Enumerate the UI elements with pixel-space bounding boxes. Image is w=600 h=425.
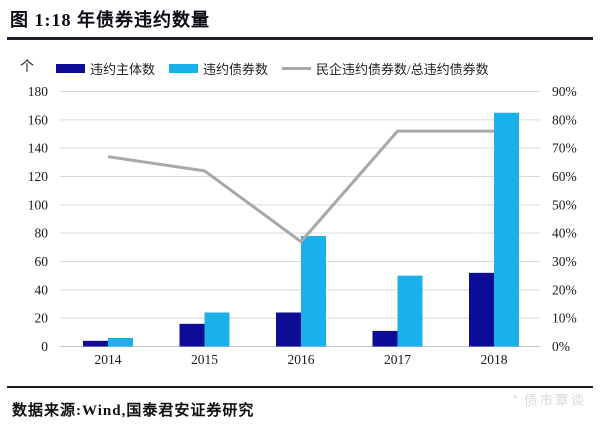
y-axis-right-tick: 90% xyxy=(552,85,577,99)
y-axis-right-tick: 10% xyxy=(552,311,577,326)
legend-item-bonds: 违约债券数 xyxy=(169,59,268,78)
legend-label-ratio: 民企违约债券数/总违约债券数 xyxy=(316,62,489,77)
bar xyxy=(301,236,326,347)
x-axis-tick: 2014 xyxy=(95,352,122,367)
legend-label-entities: 违约主体数 xyxy=(90,62,156,77)
bar xyxy=(372,330,398,347)
bar xyxy=(179,323,205,347)
title-underline xyxy=(7,37,593,40)
y-axis-left-tick: 20 xyxy=(35,311,49,326)
y-axis-left-tick: 140 xyxy=(28,141,49,156)
x-axis-tick: 2015 xyxy=(191,352,218,367)
y-axis-right-tick: 20% xyxy=(552,282,577,297)
y-axis-right-tick: 60% xyxy=(552,169,577,184)
y-axis-left-tick: 180 xyxy=(28,85,49,99)
watermark-logo-icon: ◔ xyxy=(509,391,520,406)
y-axis-left-tick: 120 xyxy=(28,169,49,184)
y-axis-left-tick: 80 xyxy=(35,226,49,241)
bar xyxy=(108,338,133,347)
x-axis-tick: 2016 xyxy=(288,352,315,367)
data-source-note: 数据来源:Wind,国泰君安证券研究 xyxy=(12,403,255,419)
y-axis-right-tick: 50% xyxy=(552,197,577,212)
chart-plot: 180 90% 160 80% 140 70% 120 60% 100 50% 80 40% 60 30%… xyxy=(28,85,577,367)
y-axis-right-tick: 70% xyxy=(552,141,577,156)
bar xyxy=(276,312,301,347)
bar xyxy=(494,112,519,347)
y-axis-left-tick: 40 xyxy=(35,282,49,297)
y-axis-left-tick: 60 xyxy=(35,254,49,269)
ratio-line xyxy=(107,129,494,244)
y-axis-left-tick: 160 xyxy=(28,112,49,127)
bar xyxy=(204,312,230,347)
watermark-text: 债市覃谈 xyxy=(524,393,586,408)
legend-item-entities: 违约主体数 xyxy=(56,59,155,78)
bar xyxy=(469,272,494,347)
x-axis-tick: 2018 xyxy=(481,352,508,367)
bar xyxy=(397,275,423,347)
y-axis-right-tick: 0% xyxy=(552,339,570,354)
chart-title: 图 1:18 年债券违约数量 xyxy=(10,10,210,30)
y-axis-left-tick: 0 xyxy=(41,339,48,354)
y-axis-right-tick: 40% xyxy=(552,226,577,241)
y-axis-right-tick: 80% xyxy=(552,112,577,127)
left-axis-unit-label: 个 xyxy=(20,60,34,75)
watermark: ◔ 债市覃谈 xyxy=(510,389,586,409)
ratio-line-swatch-icon xyxy=(282,67,312,70)
legend-label-bonds: 违约债券数 xyxy=(203,62,269,77)
bonds-bar-swatch-icon xyxy=(169,64,199,73)
y-axis-left-tick: 100 xyxy=(28,197,49,212)
entities-bar-swatch-icon xyxy=(56,64,85,73)
y-axis-right-tick: 30% xyxy=(552,254,577,269)
chart-legend: 违约主体数 违约债券数 民企违约债券数/总违约债券数 xyxy=(56,59,489,78)
legend-item-ratio: 民企违约债券数/总违约债券数 xyxy=(282,59,489,78)
bar xyxy=(83,340,108,347)
footer-divider xyxy=(7,386,593,388)
x-axis-tick: 2017 xyxy=(384,352,411,367)
